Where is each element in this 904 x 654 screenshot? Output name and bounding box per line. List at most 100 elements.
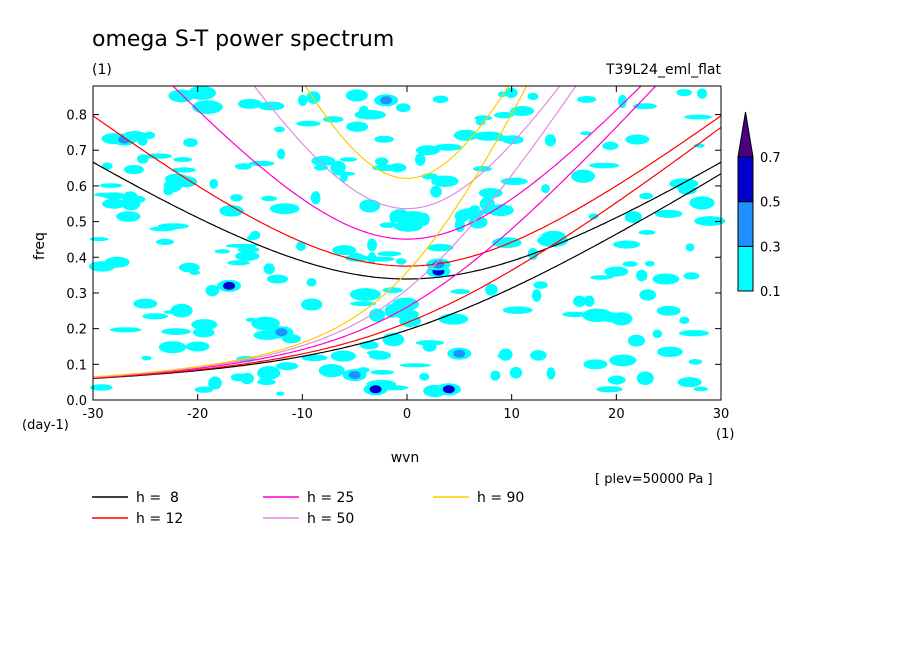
contour-patch — [656, 305, 681, 316]
contour-speckle — [485, 283, 498, 296]
contour-speckle — [349, 288, 381, 301]
y-axis-ticks: 0.0 0.1 0.2 0.3 0.4 0.5 0.6 0.7 0.8 — [66, 109, 721, 409]
contour-speckle — [276, 391, 285, 396]
contour-speckle — [469, 205, 480, 211]
dispersion-curve-layer — [93, 86, 721, 379]
x-tick-label: -20 — [187, 407, 208, 422]
contour-patch — [238, 98, 262, 109]
contour-speckle — [652, 273, 680, 285]
contour-speckle — [392, 297, 419, 311]
contour-speckle — [257, 366, 281, 380]
colorbar-swatch — [737, 156, 754, 203]
contour-speckle — [588, 162, 620, 169]
contour-speckle — [639, 289, 656, 301]
contour-speckle — [192, 327, 215, 338]
contour-speckle — [476, 131, 485, 139]
contour-speckle — [590, 275, 612, 280]
chart-title-units: (1) — [92, 62, 112, 78]
contour-speckle — [366, 350, 386, 356]
contour-patch — [369, 385, 382, 394]
contour-patch — [164, 173, 189, 184]
contour-speckle — [109, 327, 142, 333]
ig-curve-h50 — [253, 86, 561, 210]
y-tick-label: 0.3 — [66, 287, 87, 302]
contour-speckle — [685, 243, 695, 252]
contour-speckle — [527, 92, 539, 101]
contour-speckle — [192, 100, 223, 114]
contour-speckle — [473, 166, 492, 172]
contour-speckle — [300, 298, 323, 311]
contour-speckle — [438, 313, 469, 325]
contour-speckle — [419, 373, 430, 381]
colorbar-swatch — [737, 201, 754, 247]
contour-speckle — [546, 367, 556, 380]
contour-speckle — [678, 330, 710, 337]
contour-speckle — [158, 341, 187, 354]
contour-speckle — [310, 191, 321, 205]
ig-curve-h25 — [172, 86, 642, 240]
contour-speckle — [679, 316, 690, 324]
contour-speckle — [89, 384, 113, 391]
y-tick-label: 0.8 — [66, 109, 87, 124]
contour-speckle — [205, 284, 220, 297]
contour-speckle — [141, 355, 152, 361]
contour-speckle — [562, 311, 587, 318]
contour-patch — [133, 298, 158, 309]
contour-speckle — [296, 241, 306, 252]
contour-speckle — [573, 295, 586, 307]
contour-speckle — [374, 135, 394, 143]
contour-speckle — [450, 289, 471, 295]
contour-speckle — [149, 226, 176, 232]
contour-patch — [677, 377, 702, 388]
plev-annotation: [ plev=50000 Pa ] — [595, 472, 713, 487]
contour-patch — [223, 281, 236, 290]
contour-speckle — [453, 129, 479, 141]
ig-curve-h8 — [93, 161, 721, 280]
x-tick-label: 30 — [713, 407, 730, 422]
contour-speckle — [297, 94, 308, 107]
chart-title: omega S-T power spectrum — [92, 27, 394, 52]
y-tick-label: 0.1 — [66, 358, 87, 373]
contour-speckle — [170, 303, 193, 318]
contour-speckle — [502, 306, 533, 314]
contour-speckle — [99, 183, 123, 188]
contour-speckle — [246, 235, 257, 241]
colorbar-label: 0.5 — [760, 196, 781, 211]
contour-patch — [541, 230, 566, 241]
contour-speckle — [173, 157, 193, 163]
legend-label: h = 12 — [136, 511, 183, 527]
contour-speckle — [504, 87, 518, 98]
contour-speckle — [266, 274, 289, 284]
contour-speckle — [155, 238, 175, 246]
contour-speckle — [101, 162, 113, 170]
contour-speckle — [248, 160, 275, 167]
contour-speckle — [395, 258, 407, 265]
mrg-curve-h12 — [93, 126, 721, 379]
legend-label: h = 90 — [477, 490, 524, 506]
ig-curve-h90 — [304, 86, 510, 180]
contour-speckle — [607, 375, 626, 385]
contour-speckle — [122, 191, 139, 206]
contour-speckle — [235, 251, 260, 261]
contour-speckle — [627, 334, 646, 347]
ig-curve-h12 — [93, 115, 721, 267]
contour-speckle — [541, 184, 550, 194]
contour-speckle — [427, 243, 454, 252]
contour-speckle — [636, 371, 654, 386]
contour-speckle — [116, 211, 141, 222]
mrg-curve-h8 — [93, 173, 721, 379]
contour-patch — [478, 188, 503, 199]
contour-speckle — [454, 218, 465, 233]
x-tick-label: 20 — [608, 407, 625, 422]
contour-speckle — [624, 211, 642, 224]
x-tick-label: -30 — [82, 407, 103, 422]
y-tick-label: 0.7 — [66, 144, 87, 159]
contour-speckle — [393, 220, 423, 232]
contour-speckle — [530, 350, 547, 361]
contour-speckle — [263, 263, 275, 275]
contour-speckle — [430, 185, 442, 198]
contour-speckle — [219, 205, 244, 217]
x-tick-label: 10 — [503, 407, 520, 422]
contour-speckle — [339, 157, 358, 162]
